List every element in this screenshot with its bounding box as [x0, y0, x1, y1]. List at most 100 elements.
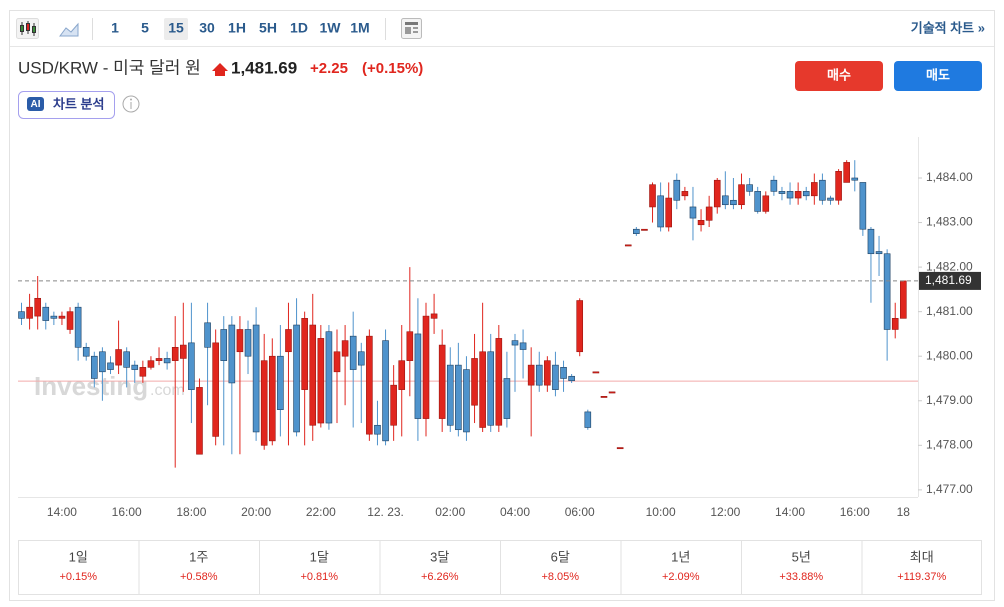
period-label[interactable]: 1달 [310, 549, 329, 564]
period-label[interactable]: 1년 [671, 549, 690, 564]
candle-body [843, 162, 850, 183]
ai-label[interactable]: 차트 분석 [53, 96, 104, 111]
interval-button[interactable]: 15 [168, 20, 184, 36]
candle-body [285, 329, 292, 353]
period-label[interactable]: 6달 [551, 549, 570, 564]
up-arrow [212, 63, 228, 76]
buy-button[interactable] [795, 61, 883, 91]
period-label[interactable]: 3달 [430, 549, 449, 564]
candle-body [131, 364, 139, 370]
candle-body [268, 355, 276, 442]
sell-button[interactable] [894, 61, 982, 91]
period-change: +0.58% [180, 571, 218, 583]
candle-body [382, 340, 389, 442]
candle-body [74, 306, 82, 348]
selected-interval-bg [164, 18, 188, 40]
period-change: +33.88% [779, 571, 823, 583]
period-label[interactable]: 5년 [792, 549, 811, 564]
candle-body [681, 191, 689, 197]
candle-body [859, 182, 867, 230]
candle-body [819, 179, 826, 201]
y-tick-label: 1,482.00 [926, 259, 973, 273]
last-price: 1,481.69 [231, 58, 297, 77]
candle-body [471, 358, 478, 406]
candle-body [438, 344, 446, 419]
candle-body [665, 197, 673, 228]
candle-body [544, 360, 551, 386]
x-tick-label: 02:00 [435, 505, 465, 519]
candle-body [196, 387, 203, 455]
candle-body [705, 206, 713, 221]
area-icon[interactable] [59, 22, 79, 37]
candle-body [236, 329, 244, 353]
candle-body [641, 228, 648, 231]
sell-label[interactable]: 매도 [926, 67, 950, 82]
candle-body [147, 360, 155, 368]
candle-body [851, 177, 859, 181]
candle-body [827, 197, 834, 201]
candle-body [82, 346, 90, 357]
period-change: +119.37% [897, 571, 946, 583]
candle-body [624, 244, 632, 247]
candle-icon[interactable] [16, 18, 39, 39]
candle-body [422, 315, 430, 419]
candle-body [163, 358, 171, 364]
candle-body [576, 300, 584, 353]
candle-body [357, 351, 365, 366]
info-icon[interactable] [122, 95, 140, 113]
candle-body [616, 447, 624, 450]
candle-body [18, 311, 25, 319]
candle-body [568, 375, 575, 382]
candle-body [875, 251, 883, 255]
candle-body [349, 335, 357, 370]
candle-body [244, 329, 252, 357]
period-label[interactable]: 최대 [910, 549, 934, 564]
candle-body [519, 342, 527, 350]
interval-button[interactable]: 5 [141, 20, 149, 36]
candle-body [212, 342, 219, 437]
x-tick-label: 14:00 [775, 505, 805, 519]
candle-body [657, 195, 664, 228]
layout-icon[interactable] [401, 18, 422, 39]
candle-body [406, 331, 414, 361]
candle-body [600, 396, 608, 398]
x-tick-label: 18:00 [176, 505, 206, 519]
candle-body [770, 179, 778, 192]
interval-button[interactable]: 1D [290, 20, 308, 36]
candle-body [479, 351, 486, 428]
interval-button[interactable]: 1H [228, 20, 246, 36]
candle-body [754, 191, 761, 212]
interval-button[interactable]: 30 [199, 20, 215, 36]
interval-button[interactable]: 1W [320, 20, 342, 36]
candle-body [171, 346, 179, 361]
price-change: +2.25 [310, 60, 348, 77]
candle-body [746, 184, 753, 192]
candle-body [260, 360, 268, 446]
interval-button[interactable]: 5H [259, 20, 277, 36]
period-label[interactable]: 1일 [69, 549, 88, 564]
current-price-label: 1,481.69 [925, 273, 972, 287]
y-tick-label: 1,484.00 [926, 170, 973, 184]
candle-body [398, 360, 406, 390]
candle-body [455, 364, 462, 431]
y-tick-label: 1,481.00 [926, 304, 973, 318]
candle-body [155, 358, 163, 361]
candle-body [66, 311, 74, 330]
buy-label[interactable]: 매수 [827, 67, 851, 82]
candle-body [535, 364, 543, 386]
technical-chart-link[interactable]: 기술적 차트 » [911, 20, 985, 35]
watermark-suffix: .com [150, 382, 185, 399]
interval-button[interactable]: 1 [111, 20, 119, 36]
x-tick-label: 04:00 [500, 505, 530, 519]
x-tick-label: 20:00 [241, 505, 271, 519]
x-tick-label: 12. 23. [367, 505, 404, 519]
candle-body [762, 195, 770, 212]
period-label[interactable]: 1주 [189, 549, 208, 564]
candle-body [722, 195, 729, 206]
candle-body [495, 338, 503, 426]
period-change: +2.09% [662, 571, 700, 583]
candle-body [552, 364, 559, 390]
candle-body [139, 367, 147, 377]
ai-badge: AI [31, 99, 41, 110]
interval-button[interactable]: 1M [350, 20, 369, 36]
